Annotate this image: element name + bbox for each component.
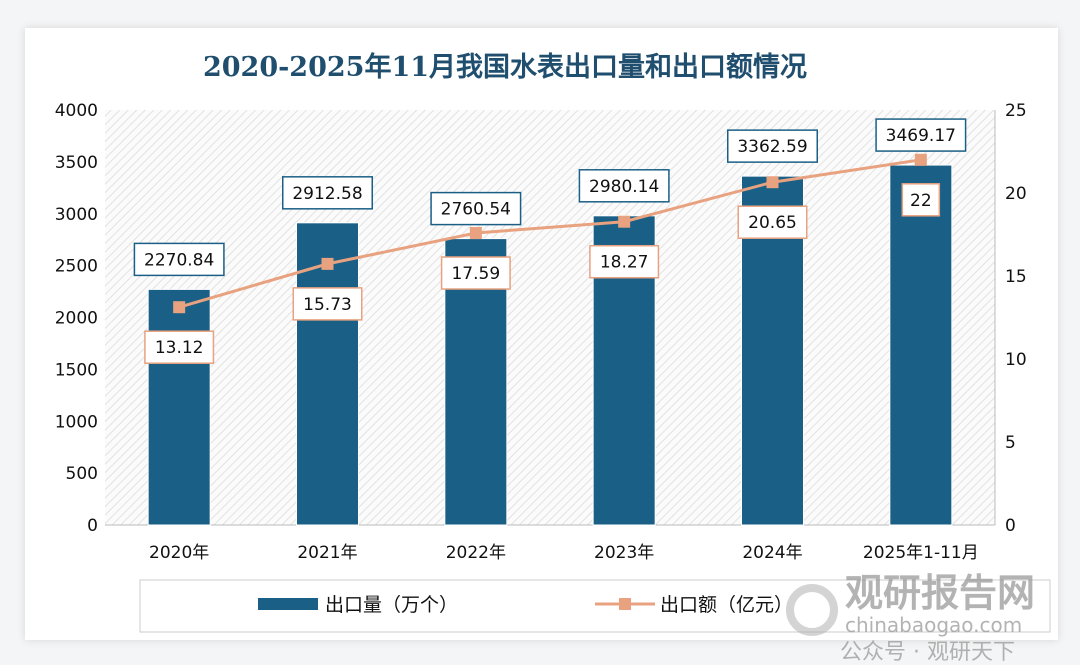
- x-tick-label: 2025年1-11月: [863, 543, 979, 563]
- y-left-tick-label: 1000: [55, 412, 98, 432]
- bar-data-label: 2760.54: [441, 200, 511, 220]
- line-marker: [766, 176, 779, 189]
- x-tick-label: 2024年: [742, 543, 802, 563]
- bar-data-label-box: [430, 191, 522, 226]
- watermark-logo-icon: [786, 584, 838, 636]
- bar-data-label-box: [727, 129, 818, 163]
- line-marker: [321, 257, 334, 270]
- line-data-label: 22: [910, 191, 932, 211]
- legend-line-marker: [619, 598, 631, 610]
- chart-title: 2020-2025年11月我国水表出口量和出口额情况: [203, 51, 807, 83]
- x-tick-label: 2021年: [297, 543, 357, 563]
- y-right-tick-label: 25: [1005, 101, 1027, 121]
- y-right-tick-label: 5: [1005, 433, 1016, 453]
- x-tick-label: 2020年: [149, 543, 209, 563]
- line-data-label: 18.27: [600, 253, 649, 273]
- line-data-label: 20.65: [748, 213, 797, 233]
- bar-data-label: 3469.17: [886, 126, 956, 146]
- bar-data-label: 2980.14: [589, 177, 659, 197]
- line-data-label-box: [589, 244, 660, 279]
- y-left-tick-label: 500: [66, 464, 98, 484]
- line-marker: [914, 153, 927, 166]
- legend-box: [139, 579, 1051, 633]
- legend-bar-label: 出口量（万个）: [325, 594, 458, 616]
- line-data-label-box: [292, 287, 363, 321]
- line-data-label-box: [144, 330, 215, 364]
- line-data-label-box: [440, 256, 511, 290]
- line-series: [178, 158, 922, 309]
- watermark-wechat: 公众号 · 观研天下: [840, 640, 1015, 665]
- y-left-tick-label: 0: [87, 516, 98, 536]
- line-data-label-box: [737, 205, 808, 239]
- y-left-tick-label: 4000: [55, 101, 98, 121]
- watermark-site: chinabaogao.com: [845, 613, 1022, 637]
- line-marker: [469, 227, 482, 240]
- bar-data-label-box: [875, 118, 967, 152]
- line-marker: [618, 215, 631, 228]
- watermark-brand: 观研报告网: [845, 571, 1035, 615]
- bar-data-label: 3362.59: [737, 137, 807, 157]
- line-marker: [173, 301, 186, 314]
- watermark: 观研报告网 chinabaogao.com 公众号 · 观研天下: [786, 571, 1035, 665]
- line-data-label: 13.12: [155, 338, 204, 358]
- y-left-tick-label: 1500: [55, 360, 98, 380]
- y-right-tick-label: 10: [1005, 350, 1027, 370]
- y-right-tick-label: 15: [1005, 267, 1027, 287]
- x-tick-label: 2023年: [594, 543, 654, 563]
- x-tick-label: 2022年: [446, 543, 506, 563]
- y-right-tick-label: 0: [1005, 516, 1016, 536]
- y-left-tick-label: 2500: [55, 257, 98, 277]
- plot-area: [105, 110, 995, 525]
- legend-bar-swatch: [258, 598, 318, 610]
- bar-data-label-box: [133, 242, 225, 277]
- line-data-label-box: [901, 183, 941, 217]
- line-data-label: 17.59: [451, 264, 500, 284]
- y-left-tick-label: 3500: [55, 153, 98, 173]
- legend-line-label: 出口额（亿元）: [660, 594, 793, 616]
- bar-data-label-box: [282, 176, 373, 210]
- y-left-tick-label: 2000: [55, 309, 98, 329]
- y-left-tick-label: 3000: [55, 205, 98, 225]
- bar: [889, 164, 953, 526]
- bar: [296, 222, 359, 526]
- bar-data-label: 2270.84: [144, 250, 214, 270]
- y-right-tick-label: 20: [1005, 184, 1027, 204]
- line-data-label: 15.73: [303, 295, 352, 315]
- bar-data-label: 2912.58: [292, 184, 362, 204]
- bar: [147, 288, 211, 526]
- bar-data-label-box: [578, 169, 670, 203]
